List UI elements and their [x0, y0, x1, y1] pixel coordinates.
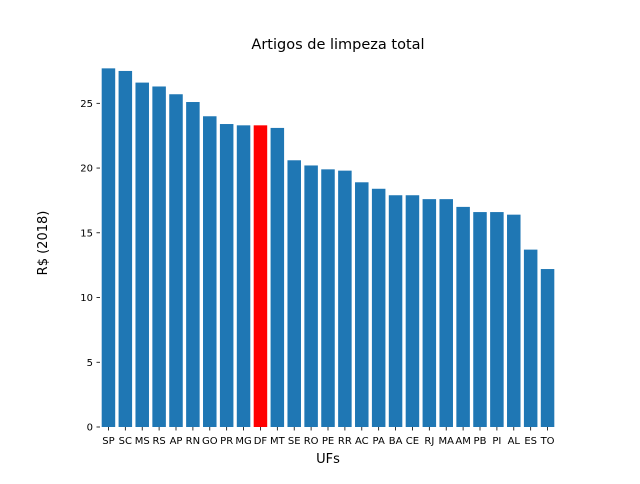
- x-tick-label-ap: AP: [170, 436, 183, 447]
- x-tick-label-ba: BA: [389, 436, 403, 447]
- bar-ro: [304, 165, 318, 427]
- x-tick-label-am: AM: [455, 436, 470, 447]
- chart-title: Artigos de limpeza total: [251, 37, 424, 53]
- bar-pr: [219, 124, 234, 427]
- bar-pa: [371, 188, 386, 427]
- bar-mg: [236, 125, 251, 427]
- bar-sp: [101, 68, 116, 428]
- x-tick-label-se: SE: [288, 436, 301, 447]
- bar-ms: [135, 82, 149, 427]
- bar-pi: [490, 212, 504, 427]
- y-tick-label-5: 5: [87, 358, 93, 369]
- x-tick-label-pe: PE: [322, 436, 334, 447]
- x-tick-label-rs: RS: [152, 436, 165, 447]
- bar-mt: [270, 127, 285, 428]
- x-tick-label-rn: RN: [186, 436, 200, 447]
- bar-to: [540, 269, 555, 427]
- x-tick-label-go: GO: [202, 436, 218, 447]
- bar-ma: [439, 199, 453, 427]
- bar-am: [456, 206, 470, 427]
- x-tick-label-es: ES: [524, 436, 537, 447]
- x-tick-label-al: AL: [508, 436, 521, 447]
- y-axis: 0 5 10 15 20 25: [80, 99, 100, 434]
- bar-rs: [152, 86, 166, 427]
- bars-group: [101, 68, 555, 428]
- bar-rj: [422, 199, 437, 427]
- x-axis: SP SC MS RS AP RN GO PR MG DF MT SE RO PE RR AC PA BA CE RJ…: [102, 427, 555, 447]
- y-axis-label: R$ (2018): [36, 211, 51, 276]
- y-tick-label-15: 15: [80, 228, 93, 239]
- x-tick-label-ma: MA: [438, 436, 454, 447]
- bar-es: [523, 249, 538, 427]
- bar-pe: [321, 169, 335, 427]
- bar-go: [203, 116, 217, 427]
- x-tick-label-ms: MS: [135, 436, 150, 447]
- x-tick-label-ce: CE: [406, 436, 419, 447]
- bar-ce: [405, 195, 420, 427]
- x-tick-label-pr: PR: [220, 436, 233, 447]
- x-tick-label-mg: MG: [235, 436, 251, 447]
- x-tick-label-pb: PB: [474, 436, 487, 447]
- bar-pb: [473, 212, 487, 427]
- x-tick-label-to: TO: [540, 436, 555, 447]
- x-tick-label-ro: RO: [304, 436, 319, 447]
- x-tick-label-sc: SC: [119, 436, 132, 447]
- y-tick-label-10: 10: [80, 293, 93, 304]
- bar-ba: [388, 195, 403, 427]
- x-tick-label-mt: MT: [270, 436, 286, 447]
- x-tick-label-df: DF: [254, 436, 268, 447]
- bar-sc: [118, 70, 133, 427]
- bar-rr: [338, 170, 352, 427]
- y-tick-label-0: 0: [87, 423, 93, 434]
- bar-se: [287, 160, 301, 427]
- bar-al: [507, 214, 521, 427]
- bar-ap: [169, 94, 183, 427]
- x-tick-label-rj: RJ: [424, 436, 434, 447]
- bar-ac: [355, 182, 369, 427]
- x-axis-label: UFs: [316, 452, 340, 467]
- x-tick-label-rr: RR: [338, 436, 352, 447]
- x-tick-label-pa: PA: [373, 436, 385, 447]
- x-tick-label-sp: SP: [102, 436, 114, 447]
- x-tick-label-pi: PI: [492, 436, 501, 447]
- bar-rn: [186, 102, 200, 428]
- x-tick-label-ac: AC: [355, 436, 369, 447]
- y-tick-label-25: 25: [80, 99, 93, 110]
- bar-df: [253, 125, 268, 427]
- y-tick-label-20: 20: [80, 164, 93, 175]
